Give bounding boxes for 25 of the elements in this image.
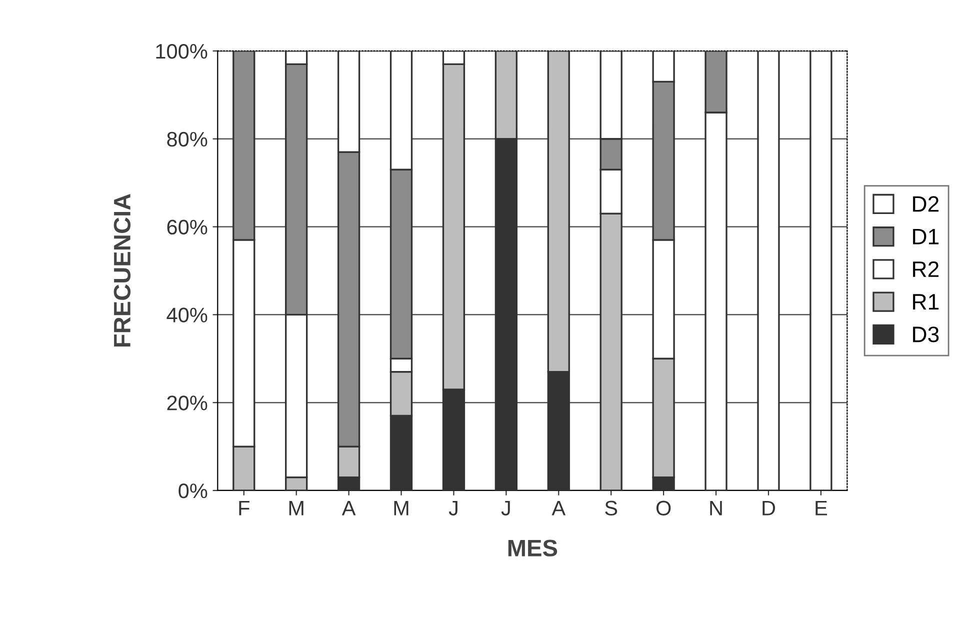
y-tick-label: 60% bbox=[167, 220, 208, 235]
x-tick-label: J bbox=[448, 500, 458, 516]
legend-label: D2 bbox=[913, 196, 939, 212]
x-tick-label: J bbox=[501, 500, 510, 516]
x-axis-title: MES bbox=[508, 540, 558, 556]
legend-label: R1 bbox=[913, 294, 939, 310]
y-axis-title: FRECUENCIA bbox=[114, 194, 131, 347]
x-tick-label: M bbox=[289, 500, 304, 516]
x-tick-label: S bbox=[605, 500, 618, 516]
x-tick-label: A bbox=[552, 500, 566, 516]
x-tick-label: A bbox=[342, 500, 356, 516]
legend-label: D1 bbox=[913, 228, 939, 244]
y-tick-label: 0% bbox=[178, 483, 208, 498]
x-tick-label: M bbox=[394, 500, 408, 516]
x-tick-label: F bbox=[239, 500, 250, 516]
x-tick-label: N bbox=[710, 500, 722, 516]
y-tick-label: 100% bbox=[156, 44, 208, 59]
y-tick-label: 80% bbox=[167, 132, 208, 147]
legend-label: D3 bbox=[913, 326, 939, 342]
y-tick-label: 40% bbox=[166, 308, 208, 322]
x-tick-label: D bbox=[762, 500, 776, 516]
x-tick-label: O bbox=[656, 500, 671, 516]
legend-label: R2 bbox=[913, 261, 939, 277]
x-tick-label: E bbox=[816, 500, 827, 516]
y-tick-label: 20% bbox=[167, 396, 208, 410]
